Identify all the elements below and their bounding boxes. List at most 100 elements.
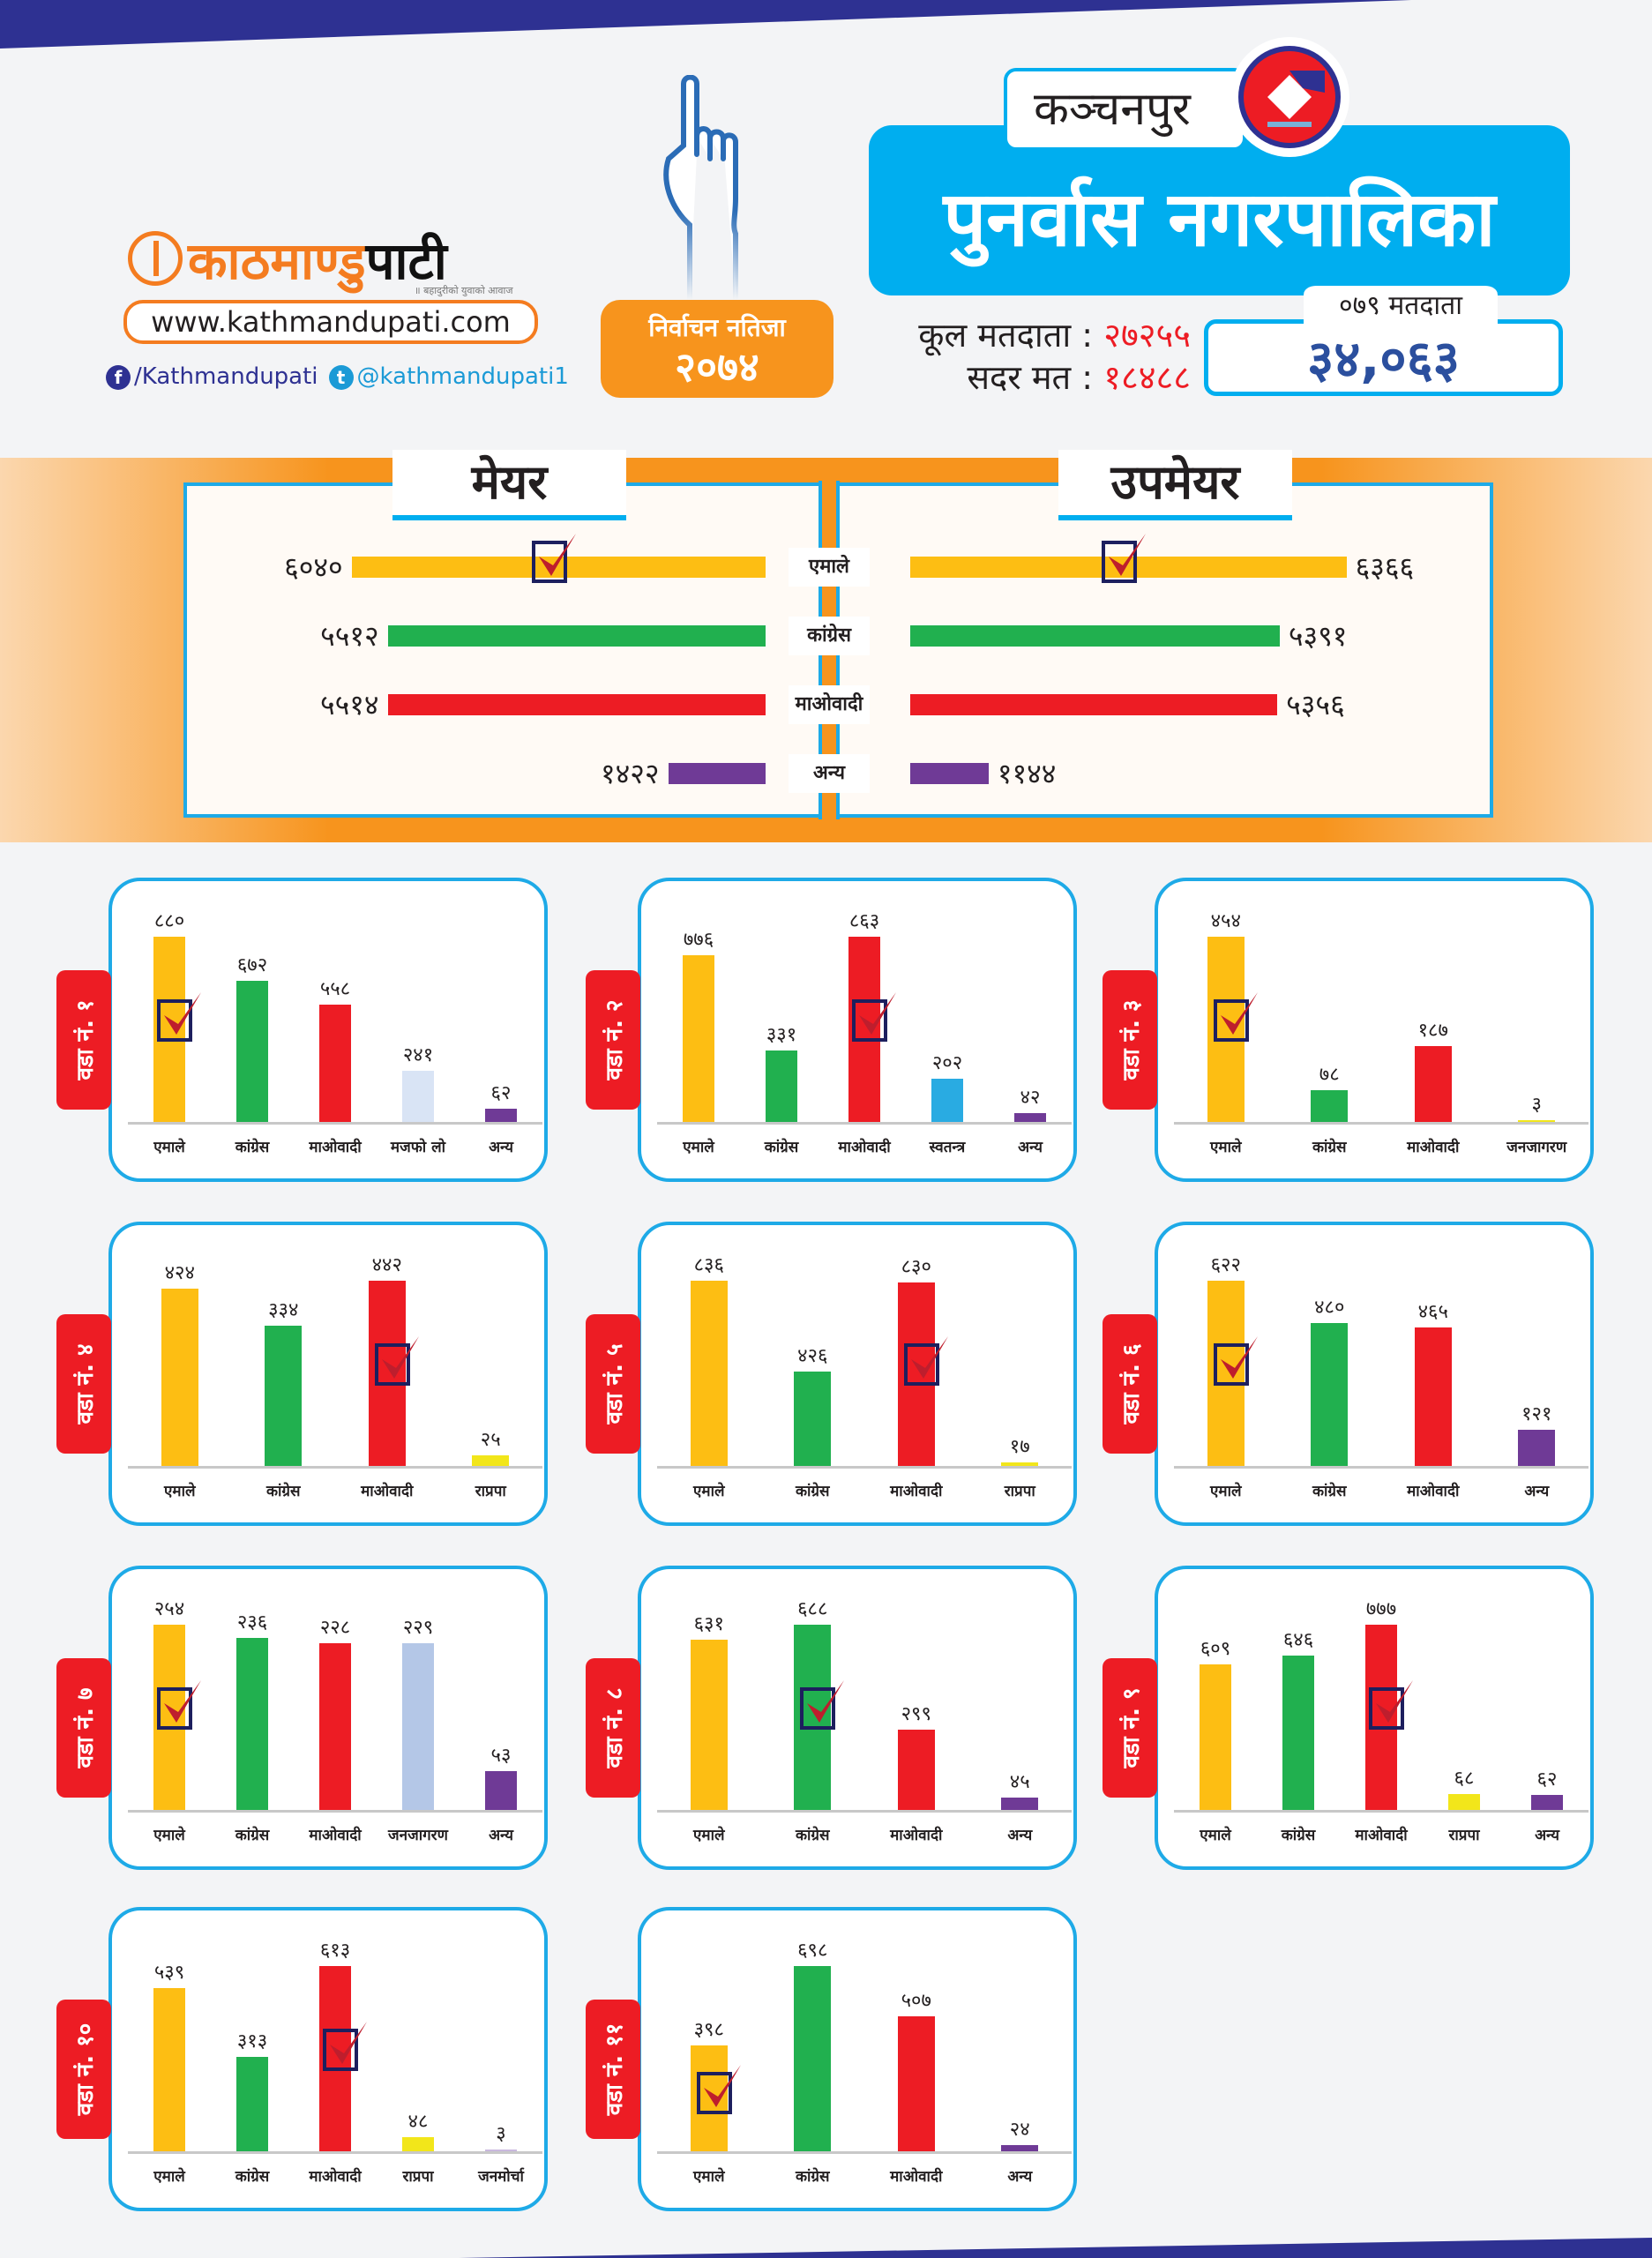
ward-bar bbox=[1531, 1795, 1563, 1810]
ward-party-label: कांग्रेस bbox=[235, 2168, 270, 2186]
ward-bar-value: ६७२ bbox=[236, 953, 268, 976]
deputy-mayor-bar bbox=[910, 763, 989, 784]
chart-baseline bbox=[1174, 1466, 1588, 1469]
ward-bar bbox=[794, 1966, 832, 2151]
chart-baseline bbox=[128, 1466, 542, 1469]
ward-label-tab: वडा नं. ५ bbox=[586, 1314, 640, 1454]
ward-party-label: एमाले bbox=[683, 1139, 714, 1156]
bottom-decorative-band bbox=[459, 2238, 1652, 2258]
ward-bar-value: २४१ bbox=[402, 1044, 434, 1067]
ward-party-label: अन्य bbox=[1535, 1827, 1559, 1844]
ward-bar-value: ६०९ bbox=[1200, 1638, 1231, 1661]
ward-label-tab: वडा नं. ६ bbox=[1103, 1314, 1157, 1454]
ward-bar bbox=[690, 1281, 728, 1466]
ward-bar-value: २४ bbox=[1009, 2118, 1030, 2141]
result-year: २०७४ bbox=[675, 343, 759, 391]
ward-bar bbox=[236, 1637, 268, 1810]
ward-party-label: अन्य bbox=[1524, 1483, 1550, 1500]
ward-party-label: एमाले bbox=[693, 1483, 725, 1500]
facebook-link[interactable]: f/Kathmandupati bbox=[106, 363, 318, 390]
social-links: f/Kathmandupati t @kathmandupati1 bbox=[106, 363, 569, 390]
valid-votes-row: सदर मत : १८४८८ bbox=[847, 356, 1191, 399]
ward-number: वडा नं. ११ bbox=[602, 2022, 628, 2116]
mayor-bar bbox=[387, 625, 766, 647]
winner-check-icon bbox=[800, 1679, 845, 1730]
municipality-title: पुनर्वास नगरपालिका bbox=[869, 125, 1570, 295]
ward-bar-value: ६२ bbox=[490, 1082, 512, 1105]
party-label: कांग्रेस bbox=[789, 617, 870, 655]
winner-check-icon bbox=[1102, 534, 1147, 583]
ward-bar-value: २३६ bbox=[236, 1611, 268, 1634]
ward-label-tab: वडा नं. १० bbox=[56, 2000, 111, 2139]
logo-mark-icon bbox=[128, 231, 183, 286]
winner-check-icon bbox=[374, 1335, 419, 1386]
ward-bar-value: १८७ bbox=[1417, 1019, 1448, 1042]
ward-party-label: एमाले bbox=[153, 1139, 185, 1156]
ward-bar bbox=[1200, 1664, 1231, 1810]
ward-party-label: जनमोर्चा bbox=[478, 2168, 524, 2186]
deputy-mayor-value: ११४४ bbox=[997, 757, 1057, 790]
mayor-value: ५५१२ bbox=[320, 619, 379, 653]
ward-party-label: कांग्रेस bbox=[265, 1483, 301, 1500]
ward-bar bbox=[485, 1771, 517, 1810]
facebook-icon: f bbox=[106, 365, 131, 390]
ward-party-label: जनजागरण bbox=[1506, 1139, 1567, 1156]
ward-bar-value: ६३१ bbox=[693, 1613, 724, 1636]
ward-bar bbox=[319, 1004, 351, 1122]
deputy-mayor-bar bbox=[910, 694, 1278, 715]
ward-bar-value: ८३० bbox=[901, 1255, 931, 1278]
voters-079-value: ३४,०६३ bbox=[1204, 319, 1563, 396]
ward-number: वडा नं. ६ bbox=[1118, 1343, 1145, 1424]
ward-bar-value: ४५ bbox=[1009, 1771, 1030, 1794]
ward-bar-value: २०२ bbox=[931, 1051, 963, 1074]
ward-label-tab: वडा नं. ११ bbox=[586, 2000, 640, 2139]
result-label: निर्वाचन नतिजा bbox=[648, 313, 786, 342]
ward-party-label: एमाले bbox=[693, 2168, 725, 2186]
ward-party-label: माओवादी bbox=[309, 2168, 362, 2186]
mayor-heading: मेयर bbox=[392, 450, 626, 520]
ward-party-label: कांग्रेस bbox=[764, 1139, 799, 1156]
ward-bar bbox=[1414, 1327, 1452, 1466]
ward-bar bbox=[1311, 1322, 1349, 1466]
ward-bar-value: ४४२ bbox=[371, 1254, 402, 1276]
twitter-icon: t bbox=[328, 365, 354, 390]
ward-bar-value: ८८० bbox=[153, 910, 185, 932]
ward-bar bbox=[897, 1729, 935, 1810]
ward-bar bbox=[472, 1455, 510, 1466]
ward-party-label: जनजागरण bbox=[388, 1827, 448, 1844]
ward-bar-value: २५४ bbox=[153, 1598, 185, 1620]
ward-party-label: एमाले bbox=[164, 1483, 196, 1500]
ward-bar-value: ६९८ bbox=[797, 1940, 828, 1962]
ward-bar bbox=[402, 1071, 434, 1122]
ward-bar-value: ७७६ bbox=[683, 929, 714, 952]
ward-number: वडा नं. ७ bbox=[72, 1687, 99, 1768]
ward-party-label: माओवादी bbox=[890, 1483, 943, 1500]
logo-tagline: ॥ बहादुरीको युवाको आवाज bbox=[415, 285, 513, 296]
website-link[interactable]: www.kathmandupati.com bbox=[123, 300, 538, 344]
ward-party-label: एमाले bbox=[153, 1827, 185, 1844]
ward-bar bbox=[1282, 1656, 1314, 1810]
ward-party-label: कांग्रेस bbox=[235, 1139, 270, 1156]
chart-baseline bbox=[128, 2151, 542, 2154]
ward-bar-value: ४६५ bbox=[1417, 1301, 1448, 1323]
ward-bar bbox=[1518, 1120, 1556, 1122]
ward-party-label: अन्य bbox=[489, 1827, 513, 1844]
winner-check-icon bbox=[852, 991, 896, 1042]
party-label: माओवादी bbox=[789, 685, 870, 724]
mayor-bar bbox=[387, 694, 766, 715]
ward-bar bbox=[1414, 1045, 1452, 1122]
ward-bar-value: ३१३ bbox=[236, 2030, 268, 2052]
ward-bar bbox=[690, 1640, 728, 1810]
logo-text-black: पाटी bbox=[365, 230, 447, 291]
twitter-link[interactable]: t @kathmandupati1 bbox=[328, 363, 569, 390]
ward-party-label: माओवादी bbox=[309, 1139, 362, 1156]
ward-party-label: कांग्रेस bbox=[1312, 1483, 1347, 1500]
ward-party-label: मजफो लो bbox=[390, 1139, 446, 1156]
ward-party-label: राप्रपा bbox=[1448, 1827, 1480, 1844]
ward-party-label: माओवादी bbox=[890, 1827, 943, 1844]
ward-bar-value: ३ bbox=[1531, 1094, 1542, 1116]
winner-check-icon bbox=[532, 534, 577, 583]
ward-bar-value: ३९८ bbox=[693, 2019, 724, 2042]
ward-number: वडा नं. १० bbox=[72, 2022, 99, 2116]
ward-bar bbox=[897, 2016, 935, 2151]
